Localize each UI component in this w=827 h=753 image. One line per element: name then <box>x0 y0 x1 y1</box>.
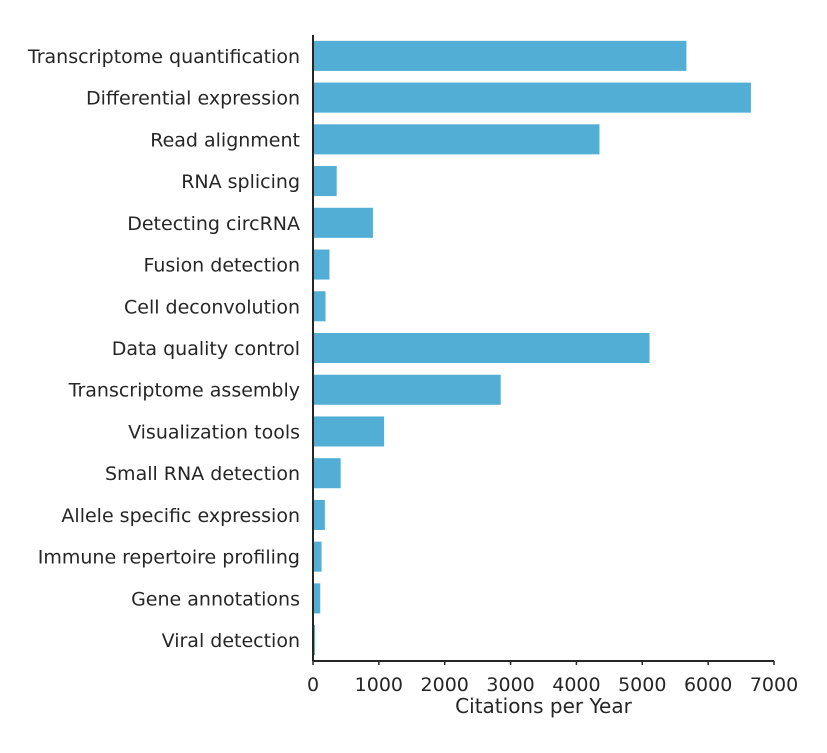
y-tick-label: Data quality control <box>112 338 300 360</box>
bars <box>313 40 751 656</box>
x-tick-label: 5000 <box>618 674 666 696</box>
bar <box>313 291 326 322</box>
bar <box>313 40 687 71</box>
x-tick-label: 4000 <box>552 674 600 696</box>
x-tick-label: 7000 <box>750 674 798 696</box>
y-tick-label: Allele specific expression <box>61 505 300 527</box>
bar <box>313 82 751 113</box>
bar <box>313 416 385 447</box>
y-tick-label: Detecting circRNA <box>127 213 300 235</box>
y-tick-label: Differential expression <box>86 88 300 110</box>
x-ticks: 0 1000 2000 3000 4000 5000 6000 7000 <box>307 661 798 696</box>
bar <box>313 374 501 405</box>
y-tick-label: Gene annotations <box>131 588 300 610</box>
bar <box>313 249 330 280</box>
x-tick-label: 0 <box>307 674 319 696</box>
bar <box>313 583 321 614</box>
x-tick-label: 3000 <box>486 674 534 696</box>
y-tick-label: Transcriptome assembly <box>68 380 300 402</box>
bar <box>313 332 650 364</box>
y-tick-label: Fusion detection <box>143 255 300 277</box>
x-tick-label: 6000 <box>684 674 732 696</box>
y-tick-label: RNA splicing <box>181 171 300 193</box>
x-axis-title: Citations per Year <box>455 694 632 718</box>
bar <box>313 499 325 530</box>
y-tick-label: Viral detection <box>162 630 300 652</box>
x-tick-label: 1000 <box>355 674 403 696</box>
y-tick-label: Read alignment <box>150 129 300 151</box>
y-tick-label: Immune repertoire profiling <box>38 547 300 569</box>
bar <box>313 124 600 155</box>
y-tick-label: Transcriptome quantification <box>27 46 300 68</box>
bar <box>313 458 341 489</box>
y-tick-labels: Transcriptome quantification Differential… <box>27 46 300 652</box>
bar <box>313 541 322 572</box>
y-tick-label: Cell deconvolution <box>124 296 300 318</box>
bar <box>313 166 337 197</box>
y-tick-label: Visualization tools <box>128 421 300 443</box>
bar <box>313 207 373 238</box>
x-tick-label: 2000 <box>421 674 469 696</box>
y-tick-label: Small RNA detection <box>105 463 300 485</box>
